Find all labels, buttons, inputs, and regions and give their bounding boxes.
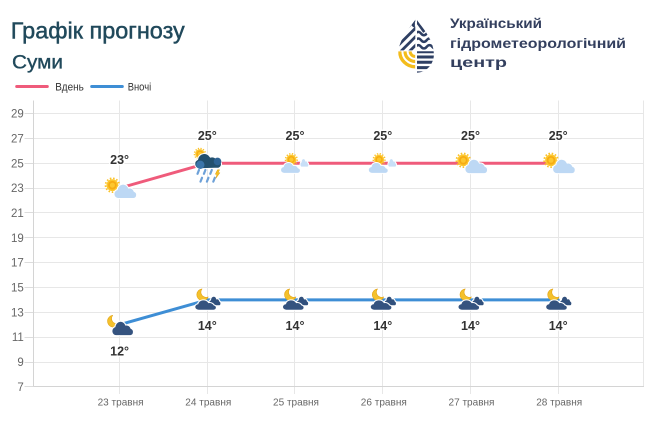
svg-text:13: 13 [11, 307, 24, 319]
svg-text:15: 15 [11, 283, 24, 295]
svg-text:9: 9 [17, 357, 23, 369]
svg-text:19: 19 [11, 233, 24, 245]
svg-text:21: 21 [11, 208, 24, 220]
svg-text:Вдень: Вдень [55, 81, 84, 93]
svg-text:14°: 14° [373, 319, 392, 333]
svg-text:14°: 14° [461, 319, 480, 333]
svg-text:25°: 25° [198, 129, 217, 143]
svg-text:24 травня: 24 травня [185, 396, 231, 408]
svg-text:27 травня: 27 травня [449, 396, 495, 408]
svg-text:23°: 23° [110, 153, 129, 167]
svg-text:26 травня: 26 травня [361, 396, 407, 408]
svg-text:25°: 25° [286, 129, 305, 143]
svg-text:17: 17 [11, 258, 24, 270]
svg-text:Суми: Суми [12, 52, 63, 73]
svg-text:25°: 25° [461, 129, 480, 143]
svg-text:14°: 14° [286, 319, 305, 333]
svg-text:Графік прогнозу: Графік прогнозу [11, 18, 185, 44]
svg-text:23: 23 [11, 183, 24, 195]
svg-text:23 травня: 23 травня [98, 396, 144, 408]
svg-text:11: 11 [12, 332, 24, 344]
svg-text:Український гідрометеорологічн: Український гідрометеорологічний центр [450, 16, 630, 71]
svg-text:12°: 12° [110, 344, 129, 358]
svg-text:25°: 25° [549, 129, 568, 143]
svg-text:14°: 14° [198, 319, 217, 333]
svg-text:Вночі: Вночі [128, 81, 152, 93]
svg-text:28 травня: 28 травня [536, 396, 582, 408]
svg-text:25°: 25° [373, 129, 392, 143]
svg-text:25 травня: 25 травня [273, 396, 319, 408]
svg-text:25: 25 [11, 158, 24, 170]
svg-text:27: 27 [11, 133, 24, 145]
svg-text:29: 29 [11, 109, 24, 121]
svg-text:7: 7 [17, 382, 23, 394]
svg-text:14°: 14° [549, 319, 568, 333]
